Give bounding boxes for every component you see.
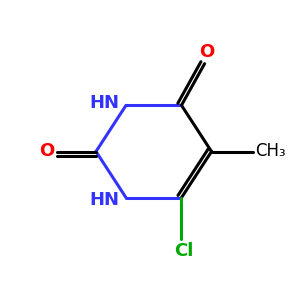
Text: O: O bbox=[199, 44, 214, 62]
Text: Cl: Cl bbox=[174, 242, 194, 260]
Text: HN: HN bbox=[89, 94, 119, 112]
Text: O: O bbox=[39, 142, 54, 160]
Text: HN: HN bbox=[89, 191, 119, 209]
Text: CH₃: CH₃ bbox=[255, 142, 286, 160]
